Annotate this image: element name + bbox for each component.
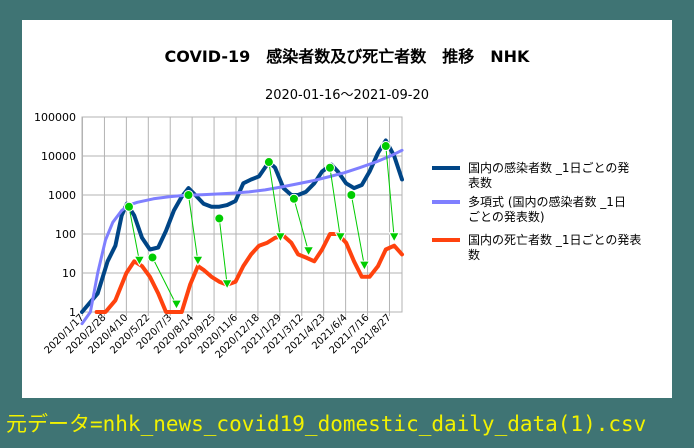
chart-subtitle: 2020-01-16～2021-09-20 xyxy=(265,88,429,103)
annotation-marker-top xyxy=(380,141,391,152)
annotation-connector xyxy=(293,198,310,252)
annotation-connector xyxy=(329,167,341,238)
grid xyxy=(81,116,403,313)
y-tick-label: 10 xyxy=(62,267,76,280)
annotation-connector xyxy=(152,257,177,306)
annotation-layer xyxy=(123,141,401,311)
annotation-marker-bottom xyxy=(192,255,204,267)
annotation-marker-bottom xyxy=(274,232,287,243)
annotation-marker-bottom xyxy=(170,299,183,311)
legend-label-3: 国内の死亡者数 _1日ごとの発表数 xyxy=(468,232,641,262)
legend-label-2: 多項式 (国内の感染者数 _1日ごとの発表数) xyxy=(468,194,626,224)
annotation-marker-top xyxy=(288,193,299,204)
chart: COVID-19 感染者数及び死亡者数 推移 NHK 2020-01-16～20… xyxy=(34,47,641,361)
series-layer xyxy=(80,138,404,326)
annotation-marker-bottom xyxy=(133,255,146,267)
annotation-marker-top xyxy=(147,252,158,263)
series-line-3 xyxy=(94,232,404,314)
annotation-connector xyxy=(187,194,199,262)
annotation-connector xyxy=(128,206,140,262)
series-line-1 xyxy=(80,138,404,314)
y-tick-label: 100000 xyxy=(34,111,76,124)
annotation-connector xyxy=(218,218,228,285)
annotation-marker-bottom xyxy=(302,246,315,257)
annotation-marker-top xyxy=(324,162,335,173)
annotation-marker-top xyxy=(214,213,225,224)
annotation-marker-top xyxy=(346,190,357,200)
y-tick-label: 10000 xyxy=(41,150,76,163)
axes: 1000001000010001001012020/1/172020/2/282… xyxy=(34,111,394,361)
annotation-marker-bottom xyxy=(358,260,371,272)
annotation-marker-top xyxy=(183,190,194,200)
annotation-marker-top xyxy=(123,201,134,212)
annotation-connector xyxy=(268,161,281,238)
annotation-marker-bottom xyxy=(388,232,401,243)
annotation-connector xyxy=(350,194,365,267)
annotation-marker-top xyxy=(263,157,274,168)
chart-panel: COVID-19 感染者数及び死亡者数 推移 NHK 2020-01-16～20… xyxy=(22,20,672,398)
annotation-connector xyxy=(385,145,395,238)
y-tick-label: 100 xyxy=(55,228,76,241)
annotation-marker-bottom xyxy=(334,232,347,243)
series-line-2 xyxy=(80,148,404,326)
annotation-marker-bottom xyxy=(221,279,233,290)
chart-title: COVID-19 感染者数及び死亡者数 推移 NHK xyxy=(165,47,531,66)
y-tick-label: 1 xyxy=(69,306,76,319)
data-source-caption: 元データ=nhk_news_covid19_domestic_daily_dat… xyxy=(6,412,647,436)
y-tick-label: 1000 xyxy=(48,189,76,202)
legend-label-1: 国内の感染者数 _1日ごとの発表数 xyxy=(468,160,629,190)
